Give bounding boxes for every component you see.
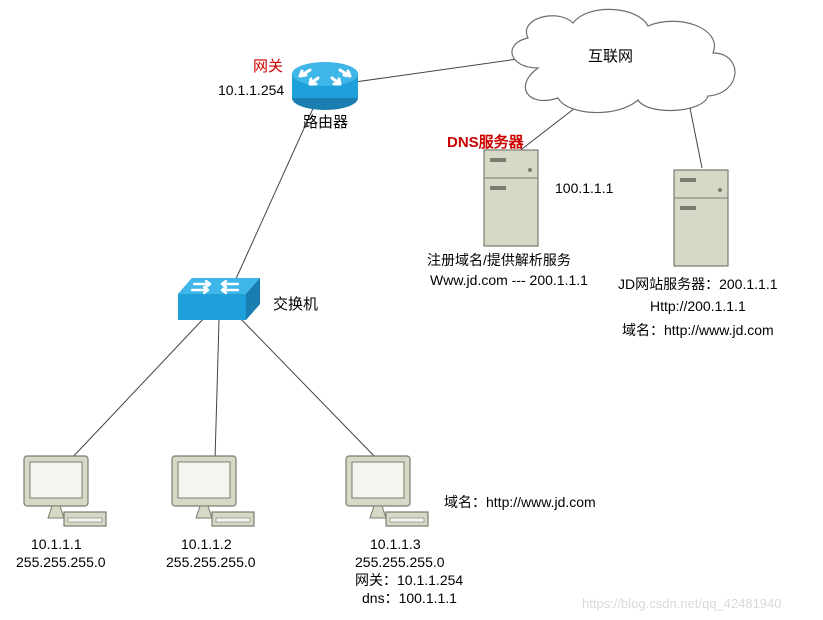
- edge-cloud-jd: [690, 108, 702, 168]
- edge-switch-pc1: [70, 316, 206, 460]
- pc2-mask-label: 255.255.255.0: [166, 554, 256, 572]
- dns-title-label: DNS服务器: [447, 134, 524, 153]
- edge-cloud-dns: [518, 108, 575, 152]
- jd-server-icon: [674, 170, 728, 266]
- pc3-mask-label: 255.255.255.0: [355, 554, 445, 572]
- gateway-ip-label: 10.1.1.254: [218, 82, 284, 100]
- switch-label: 交换机: [273, 296, 318, 315]
- cloud-label: 互联网: [588, 48, 633, 67]
- dns-server-icon: [484, 150, 538, 246]
- pc1-icon: [24, 456, 106, 526]
- pc3-icon: [346, 456, 428, 526]
- pc1-ip-label: 10.1.1.1: [31, 536, 82, 554]
- pc1-mask-label: 255.255.255.0: [16, 554, 106, 572]
- jd-line2-label: Http://200.1.1.1: [650, 298, 746, 316]
- router-label: 路由器: [303, 114, 348, 133]
- pc3-dns-label: dns：100.1.1.1: [362, 590, 457, 608]
- pc3-ip-label: 10.1.1.3: [370, 536, 421, 554]
- watermark-text: https://blog.csdn.net/qq_42481940: [582, 596, 782, 612]
- edge-switch-pc3: [238, 316, 378, 460]
- edge-switch-pc2: [215, 320, 219, 460]
- pc2-ip-label: 10.1.1.2: [181, 536, 232, 554]
- gateway-label-red: 网关: [253, 58, 283, 77]
- pc3-gw-label: 网关：10.1.1.254: [355, 572, 463, 590]
- dns-desc1-label: 注册域名/提供解析服务: [427, 252, 571, 270]
- dns-desc2-label: Www.jd.com --- 200.1.1.1: [430, 272, 588, 290]
- router-icon: [292, 62, 358, 110]
- jd-line1-label: JD网站服务器：200.1.1.1: [618, 276, 778, 294]
- pc2-icon: [172, 456, 254, 526]
- dns-ip-label: 100.1.1.1: [555, 180, 613, 198]
- jd-line3-label: 域名：http://www.jd.com: [622, 322, 774, 340]
- switch-icon: [178, 278, 260, 320]
- edge-router-cloud: [355, 58, 525, 82]
- pc3-domain-label: 域名：http://www.jd.com: [444, 494, 596, 512]
